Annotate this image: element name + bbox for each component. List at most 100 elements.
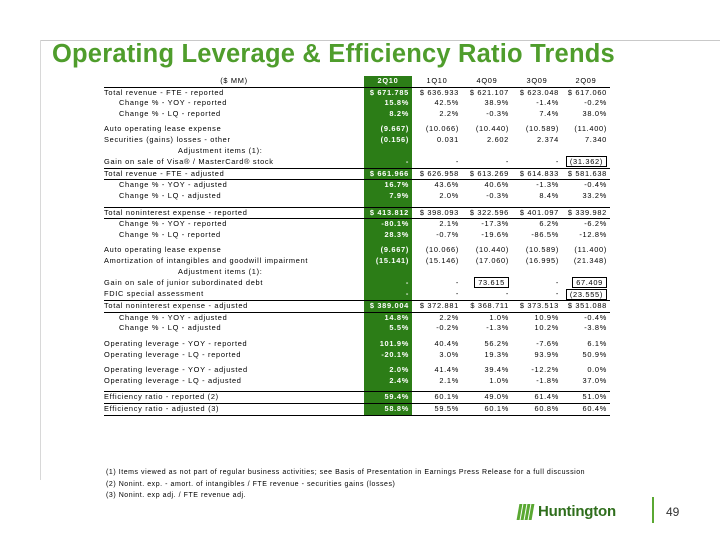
- table-cell: $ 373.513: [512, 300, 562, 313]
- page-title: Operating Leverage & Efficiency Ratio Tr…: [52, 40, 615, 68]
- boxed-value: 73.615: [474, 277, 509, 289]
- table-cell: [462, 267, 512, 278]
- table-cell: [462, 146, 512, 157]
- table-cell: (23.555): [562, 288, 610, 301]
- table-cell: 60.4%: [562, 403, 610, 416]
- table-row: Total noninterest expense - reported $ 41…: [104, 206, 610, 220]
- table-cell: -0.2%: [584, 98, 607, 108]
- table-row: Operating leverage - LQ - adjusted 2.4% 2.…: [104, 375, 610, 387]
- table-cell: $ 671.785: [364, 86, 412, 99]
- table-row: Gain on sale of Visa® / MasterCard® stoc…: [104, 156, 610, 169]
- row-label: Operating leverage - LQ - reported: [104, 349, 242, 359]
- table-cell: (31.362): [562, 156, 610, 168]
- table-row: Operating leverage - YOY - reported 101.9…: [104, 339, 610, 350]
- footnote: (3) Nonint. exp adj. / FTE revenue adj.: [106, 492, 247, 499]
- table-cell: 2.1%: [439, 219, 459, 229]
- row-label: Securities (gains) losses - other: [104, 134, 231, 144]
- table-cell: 10.2%: [534, 323, 559, 333]
- table-cell: 37.0%: [582, 375, 607, 385]
- table-cell: -12.2%: [531, 365, 559, 375]
- table-cell: 2.0%: [439, 190, 459, 200]
- table-row: Change % - LQ - adjusted 5.5% -0.2% -1.3% 10…: [104, 323, 610, 335]
- table-cell: -1.3%: [536, 180, 559, 190]
- row-label: Adjustment items (1):: [178, 266, 263, 276]
- table-cell: -3.8%: [584, 323, 607, 333]
- table-cell: 59.5%: [412, 403, 462, 416]
- footnotes: (1) Items viewed as not part of regular …: [106, 467, 585, 502]
- spacer-row: [104, 240, 610, 246]
- table-row: Change % - YOY - adjusted 14.8% 2.2% 1.0% 10…: [104, 312, 610, 324]
- huntington-logo: Huntington: [516, 503, 616, 520]
- table-cell: -: [555, 277, 559, 287]
- table-row: Total noninterest expense - adjusted $ 38…: [104, 300, 610, 313]
- table-cell: -6.2%: [584, 219, 607, 229]
- table-cell: 2.2%: [439, 312, 459, 322]
- table-cell: $ 339.982: [562, 206, 610, 220]
- table-cell: -19.6%: [481, 229, 509, 239]
- table-cell: 15.8%: [364, 98, 412, 109]
- table-cell: 58.8%: [364, 403, 412, 416]
- table-row: Change % - YOY - reported -80.1% 2.1% -17.3…: [104, 218, 610, 230]
- table-cell: $ 351.088: [562, 300, 610, 313]
- row-label: Efficiency ratio - adjusted (3): [104, 403, 364, 416]
- column-header: 1Q10: [412, 76, 462, 88]
- table-cell: -1.3%: [486, 323, 509, 333]
- table-cell: 3.0%: [439, 349, 459, 359]
- table-cell: 8.4%: [539, 190, 559, 200]
- table-cell: [562, 267, 610, 278]
- table-cell: 2.4%: [364, 375, 412, 387]
- table-cell: -80.1%: [364, 218, 412, 230]
- table-row: Total revenue - FTE - adjusted $ 661.966 $…: [104, 167, 610, 181]
- row-label: Operating leverage - LQ - adjusted: [104, 375, 242, 385]
- spacer-row: [104, 201, 610, 208]
- top-divider: [40, 40, 720, 41]
- table-cell: (17.060): [475, 255, 509, 265]
- table-cell: 7.4%: [539, 108, 559, 118]
- table-cell: 61.4%: [512, 391, 562, 404]
- table-cell: [562, 146, 610, 157]
- table-cell: (10.440): [475, 245, 509, 255]
- table-row: Adjustment items (1):: [104, 145, 610, 157]
- table-row: FDIC special assessment - - - - (23.555): [104, 288, 610, 301]
- row-label: Adjustment items (1):: [178, 145, 263, 155]
- table-cell: 10.9%: [534, 312, 559, 322]
- table-cell: -: [555, 156, 559, 166]
- row-label: Change % - YOY - adjusted: [119, 180, 228, 190]
- row-label: Total revenue - FTE - reported: [104, 86, 364, 99]
- table-cell: 6.2%: [539, 219, 559, 229]
- table-header-row: ($ MM) 2Q10 1Q10 4Q09 3Q09 2Q09: [104, 76, 610, 88]
- table-cell: -7.6%: [536, 339, 559, 349]
- table-cell: (9.667): [364, 245, 412, 256]
- table-cell: 28.3%: [364, 229, 412, 241]
- logo-text: Huntington: [538, 503, 616, 520]
- table-cell: 1.0%: [489, 375, 509, 385]
- table-cell: $ 413.812: [364, 206, 412, 220]
- table-cell: 19.3%: [484, 349, 509, 359]
- boxed-value: 67.409: [572, 277, 607, 289]
- table-cell: $ 661.966: [364, 167, 412, 181]
- table-cell: $ 389.004: [364, 300, 412, 313]
- table-cell: 2.602: [487, 134, 509, 144]
- row-label: Operating leverage - YOY - reported: [104, 339, 248, 349]
- table-cell: 67.409: [562, 277, 610, 289]
- table-cell: [364, 119, 412, 125]
- spacer-row: [104, 334, 610, 340]
- table-cell: (15.146): [425, 255, 459, 265]
- table-cell: $ 617.060: [562, 86, 610, 99]
- table-row: Change % - YOY - adjusted 16.7% 43.6% 40.6%…: [104, 179, 610, 191]
- table-cell: -0.3%: [486, 190, 509, 200]
- row-label: Efficiency ratio - reported (2): [104, 391, 364, 404]
- table-row: Amortization of intangibles and goodwill…: [104, 255, 610, 267]
- table-row: Auto operating lease expense (9.667) (10.0…: [104, 245, 610, 256]
- table-cell: $ 626.958: [412, 167, 462, 181]
- table-cell: (0.156): [364, 134, 412, 146]
- table-cell: 2.0%: [364, 365, 412, 376]
- table-row: Change % - LQ - adjusted 7.9% 2.0% -0.3% 8.4…: [104, 190, 610, 202]
- table-cell: 7.340: [585, 134, 607, 144]
- table-cell: 33.2%: [582, 190, 607, 200]
- table-cell: -0.7%: [436, 229, 459, 239]
- left-divider: [40, 40, 41, 480]
- table-cell: $ 401.097: [512, 206, 562, 220]
- table-cell: (10.066): [425, 124, 459, 134]
- table-row: Securities (gains) losses - other (0.156)…: [104, 134, 610, 146]
